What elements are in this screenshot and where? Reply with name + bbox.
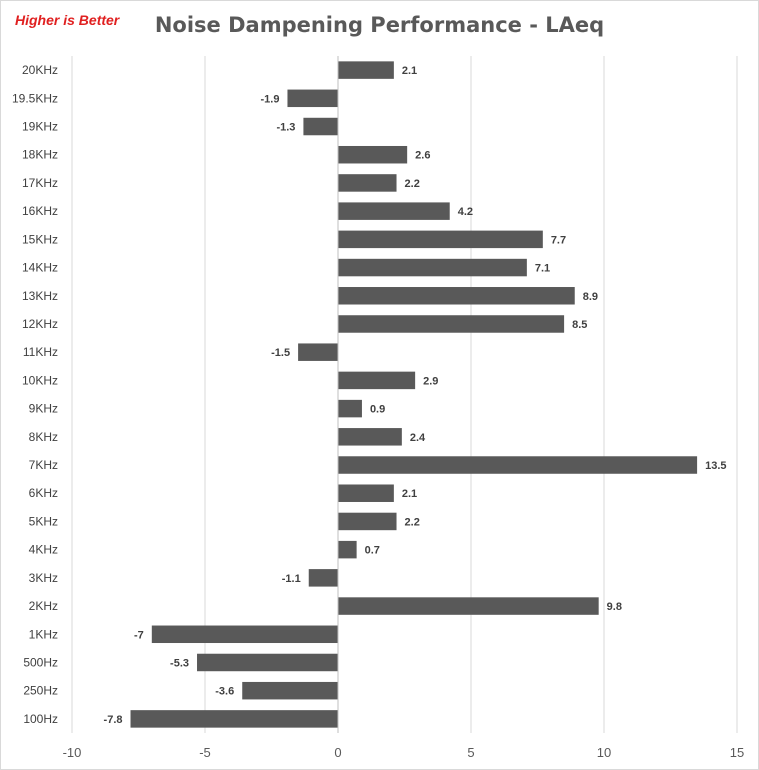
category-label-16: 5KHz bbox=[29, 514, 58, 528]
category-label-2: 19KHz bbox=[22, 120, 58, 134]
category-label-15: 6KHz bbox=[29, 486, 58, 500]
value-label-0: 2.1 bbox=[402, 65, 417, 77]
category-label-11: 10KHz bbox=[22, 373, 58, 387]
bar-23 bbox=[130, 710, 338, 728]
bar-10 bbox=[298, 343, 338, 361]
value-label-18: -1.1 bbox=[282, 573, 301, 585]
bar-19 bbox=[338, 597, 599, 615]
category-label-20: 1KHz bbox=[29, 627, 58, 641]
chart-note: Higher is Better bbox=[15, 12, 120, 28]
bar-21 bbox=[197, 653, 338, 672]
category-label-8: 13KHz bbox=[22, 289, 58, 303]
bar-3 bbox=[338, 145, 408, 164]
chart-title: Noise Dampening Performance - LAeq bbox=[154, 13, 605, 37]
bar-13 bbox=[338, 428, 402, 446]
x-tick-label-5: 15 bbox=[730, 745, 744, 760]
value-label-7: 7.1 bbox=[535, 263, 550, 275]
bar-5 bbox=[338, 202, 450, 220]
category-label-3: 18KHz bbox=[22, 148, 58, 162]
value-label-4: 2.2 bbox=[405, 178, 420, 190]
category-label-5: 16KHz bbox=[22, 204, 58, 218]
category-label-7: 14KHz bbox=[22, 261, 58, 275]
bar-6 bbox=[338, 230, 543, 249]
value-label-10: -1.5 bbox=[271, 347, 290, 359]
x-tick-label-4: 10 bbox=[597, 745, 611, 760]
value-label-2: -1.3 bbox=[276, 122, 295, 134]
bar-16 bbox=[338, 512, 397, 531]
category-label-23: 100Hz bbox=[23, 712, 58, 726]
category-label-21: 500Hz bbox=[23, 655, 58, 669]
category-label-13: 8KHz bbox=[29, 430, 58, 444]
value-label-13: 2.4 bbox=[410, 432, 426, 444]
category-label-14: 7KHz bbox=[29, 458, 58, 472]
bar-7 bbox=[338, 258, 527, 277]
value-label-12: 0.9 bbox=[370, 404, 385, 416]
category-label-6: 15KHz bbox=[22, 232, 58, 246]
bar-8 bbox=[338, 287, 575, 305]
value-label-15: 2.1 bbox=[402, 488, 417, 500]
bar-4 bbox=[338, 174, 397, 192]
value-label-16: 2.2 bbox=[405, 516, 420, 528]
value-label-1: -1.9 bbox=[260, 93, 279, 105]
x-tick-label-3: 5 bbox=[467, 745, 474, 760]
value-label-21: -5.3 bbox=[170, 657, 189, 669]
bar-22 bbox=[242, 681, 338, 700]
bar-18 bbox=[308, 569, 338, 587]
value-label-8: 8.9 bbox=[583, 291, 598, 303]
value-label-5: 4.2 bbox=[458, 206, 473, 218]
bar-11 bbox=[338, 371, 416, 390]
value-label-11: 2.9 bbox=[423, 375, 438, 387]
bar-14 bbox=[338, 456, 698, 474]
category-label-22: 250Hz bbox=[23, 684, 58, 698]
category-label-17: 4KHz bbox=[29, 543, 58, 557]
bar-2 bbox=[303, 117, 338, 136]
value-label-9: 8.5 bbox=[572, 319, 587, 331]
category-label-10: 11KHz bbox=[23, 345, 58, 359]
bar-17 bbox=[338, 540, 357, 559]
value-label-20: -7 bbox=[134, 629, 144, 641]
bar-0 bbox=[338, 61, 394, 79]
value-label-22: -3.6 bbox=[215, 686, 234, 698]
x-tick-label-0: -10 bbox=[63, 745, 82, 760]
category-label-9: 12KHz bbox=[22, 317, 58, 331]
bar-12 bbox=[338, 399, 362, 418]
bar-1 bbox=[287, 89, 338, 108]
category-label-0: 20KHz bbox=[22, 63, 58, 77]
value-label-3: 2.6 bbox=[415, 150, 430, 162]
value-label-6: 7.7 bbox=[551, 234, 566, 246]
category-label-19: 2KHz bbox=[29, 599, 58, 613]
bar-9 bbox=[338, 315, 565, 333]
category-label-4: 17KHz bbox=[22, 176, 58, 190]
x-tick-label-1: -5 bbox=[199, 745, 211, 760]
bar-20 bbox=[151, 625, 338, 644]
category-label-18: 3KHz bbox=[29, 571, 58, 585]
value-label-17: 0.7 bbox=[365, 545, 380, 557]
category-label-12: 9KHz bbox=[29, 402, 58, 416]
value-label-23: -7.8 bbox=[104, 714, 123, 726]
bar-15 bbox=[338, 484, 394, 502]
x-tick-label-2: 0 bbox=[334, 745, 341, 760]
category-label-1: 19.5KHz bbox=[12, 91, 58, 105]
value-label-19: 9.8 bbox=[607, 601, 622, 613]
value-label-14: 13.5 bbox=[705, 460, 726, 472]
